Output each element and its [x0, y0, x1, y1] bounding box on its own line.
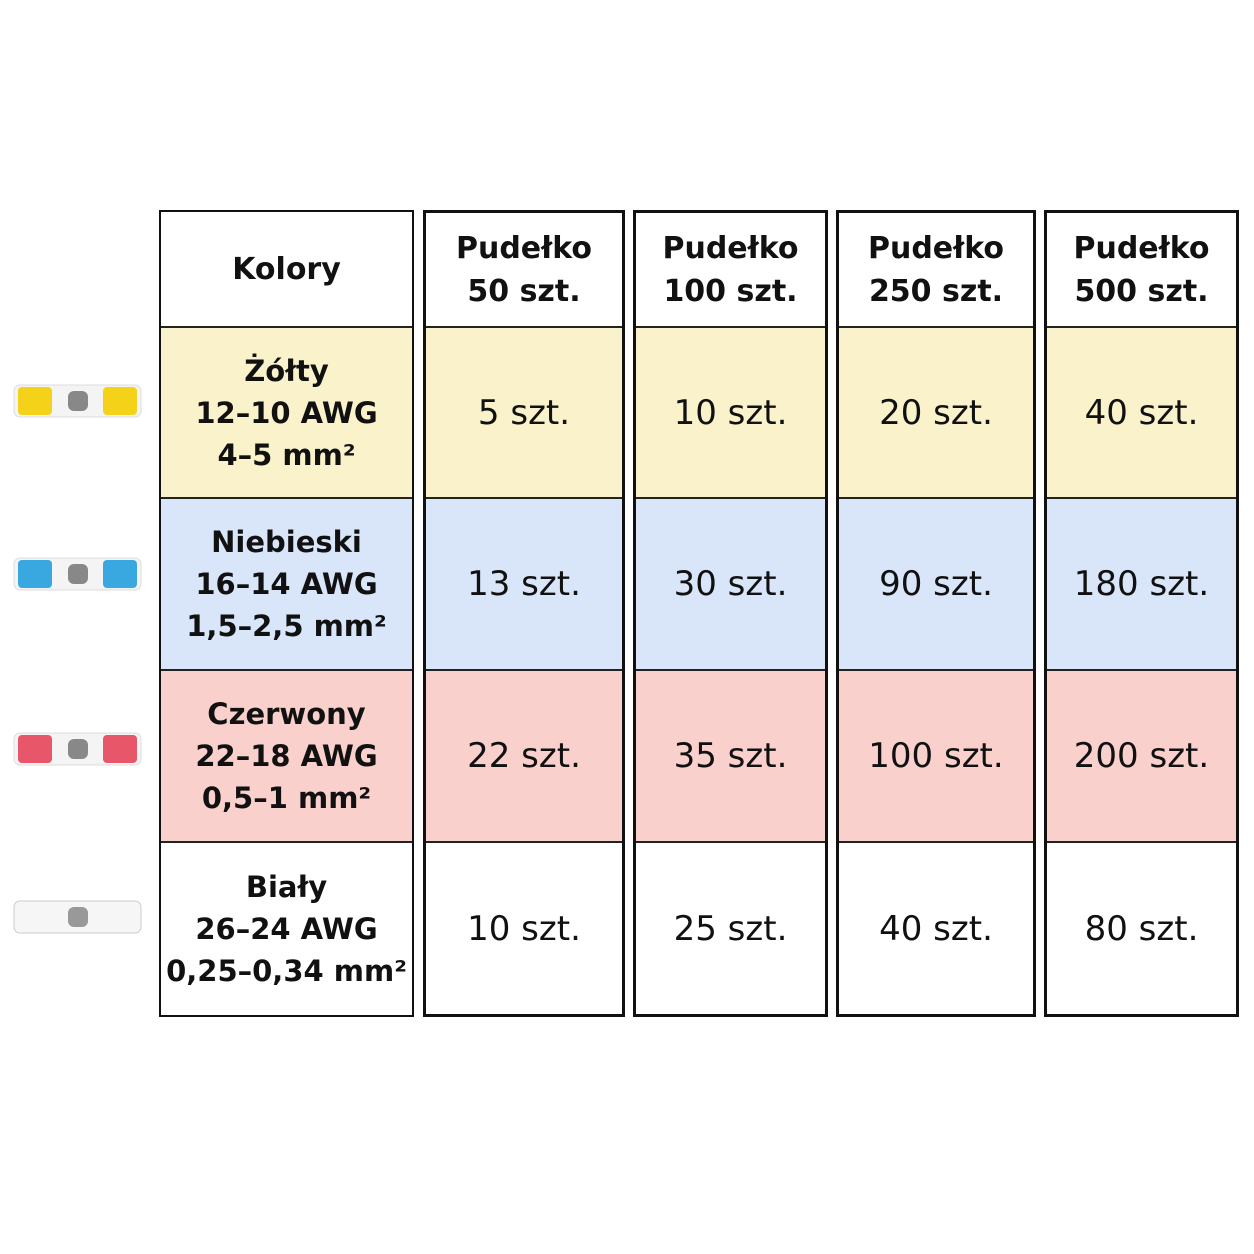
value-cell: 13 szt. [426, 497, 622, 669]
text-line: Pudełko [867, 230, 1005, 266]
connector-white [13, 900, 142, 934]
header-cell: Pudełko 100 szt. [636, 213, 825, 326]
text-line: 250 szt. [868, 273, 1004, 309]
text-line: 26–24 AWG [195, 912, 378, 946]
text-line: 1,5–2,5 mm² [186, 609, 387, 643]
value-cell: 35 szt. [636, 669, 825, 841]
row-label: Biały 26–24 AWG 0,25–0,34 mm² [161, 841, 412, 1015]
text-line: 500 szt. [1074, 273, 1209, 309]
row-label: Żółty 12–10 AWG 4–5 mm² [161, 326, 412, 497]
table-column: Pudełko 500 szt. 40 szt. 180 szt. 200 szt. 80… [1044, 210, 1239, 1017]
table-column: Pudełko 100 szt. 10 szt. 30 szt. 35 szt. 25 s… [633, 210, 828, 1017]
value-cell: 200 szt. [1047, 669, 1236, 841]
header-cell: Kolory [161, 212, 412, 326]
text-line: 50 szt. [467, 273, 581, 309]
connector-blue [13, 557, 142, 591]
text-line: Pudełko [1073, 230, 1210, 266]
row-label: Niebieski 16–14 AWG 1,5–2,5 mm² [161, 497, 412, 669]
value-cell: 22 szt. [426, 669, 622, 841]
text-line: Biały [245, 870, 328, 904]
text-line: 12–10 AWG [195, 395, 378, 430]
table-column: Pudełko 250 szt. 20 szt. 90 szt. 100 szt. 40 … [836, 210, 1036, 1017]
value-cell: 90 szt. [839, 497, 1033, 669]
connector-red [13, 732, 142, 766]
value-cell: 5 szt. [426, 326, 622, 497]
text-line: Niebieski [211, 525, 362, 559]
table-column: Pudełko 50 szt. 5 szt. 13 szt. 22 szt. 10 szt… [423, 210, 625, 1017]
value-cell: 80 szt. [1047, 841, 1236, 1014]
text-line: Pudełko [662, 230, 799, 266]
header-cell: Pudełko 250 szt. [839, 213, 1033, 326]
text-line: 16–14 AWG [195, 567, 378, 601]
value-cell: 20 szt. [839, 326, 1033, 497]
value-cell: 40 szt. [1047, 326, 1236, 497]
text-line: Pudełko [455, 230, 593, 266]
connector-yellow [13, 384, 142, 418]
header-cell: Pudełko 500 szt. [1047, 213, 1236, 326]
connector-icons [13, 384, 142, 934]
value-cell: 10 szt. [636, 326, 825, 497]
row-label: Czerwony 22–18 AWG 0,5–1 mm² [161, 669, 412, 841]
text-line: Kolory [232, 251, 341, 287]
value-cell: 180 szt. [1047, 497, 1236, 669]
value-cell: 40 szt. [839, 841, 1033, 1014]
value-cell: 100 szt. [839, 669, 1033, 841]
text-line: 22–18 AWG [195, 739, 378, 773]
value-cell: 25 szt. [636, 841, 825, 1014]
text-line: 0,25–0,34 mm² [166, 954, 407, 988]
text-line: 100 szt. [663, 273, 798, 309]
value-cell: 30 szt. [636, 497, 825, 669]
table-column: Kolory Żółty 12–10 AWG 4–5 mm² Niebieski 16–1… [159, 210, 414, 1017]
header-cell: Pudełko 50 szt. [426, 213, 622, 326]
value-cell: 10 szt. [426, 841, 622, 1014]
text-line: 0,5–1 mm² [201, 781, 372, 815]
text-line: Czerwony [207, 697, 366, 731]
text-line: Żółty [244, 353, 329, 388]
text-line: 4–5 mm² [217, 437, 356, 472]
